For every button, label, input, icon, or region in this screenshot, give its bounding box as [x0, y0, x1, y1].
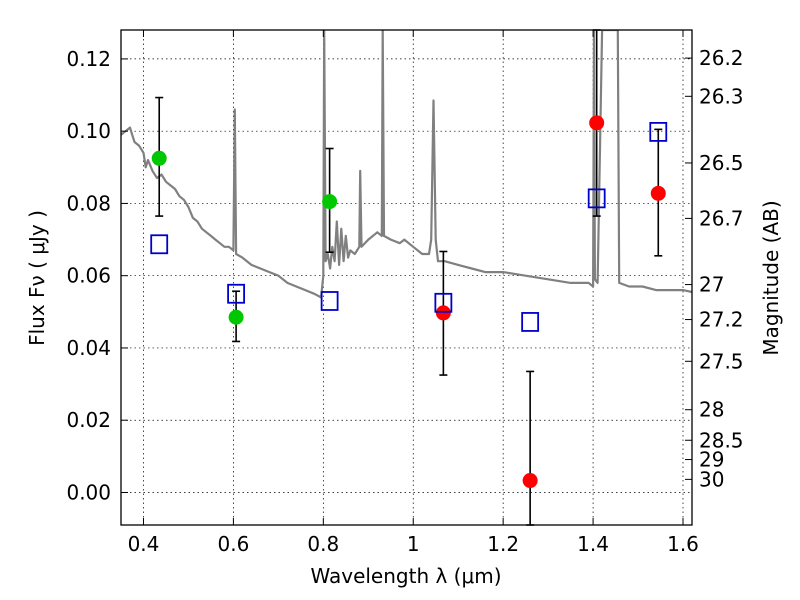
model-flux-square	[649, 121, 668, 142]
y2-axis-label: Magnitude (AB)	[759, 200, 783, 355]
photometry-point	[435, 305, 451, 321]
grid	[121, 30, 692, 525]
mag-tick-label: 27.2	[699, 308, 744, 332]
x-tick-label: 1.2	[487, 532, 519, 556]
x-axis-label: Wavelength λ (μm)	[310, 564, 501, 588]
y-tick-label: 0.04	[66, 336, 111, 360]
photometry-point	[228, 309, 244, 325]
y-tick-label: 0.06	[66, 264, 111, 288]
x-tick-label: 0.6	[217, 532, 249, 556]
errorbar-layer	[155, 29, 663, 526]
photometry-point	[322, 194, 338, 210]
x-tick-label: 0.4	[128, 532, 160, 556]
mag-tick-label: 26.7	[699, 206, 744, 230]
model-flux-square	[320, 291, 339, 311]
model-flux-square	[587, 188, 606, 209]
mag-tick-label: 28.5	[699, 428, 744, 452]
y-tick-label: 0.10	[66, 119, 111, 143]
x-tick-label: 1	[407, 532, 420, 556]
photometry-point	[522, 473, 538, 489]
y-tick-label: 0.00	[66, 480, 111, 504]
mag-tick-label: 26.2	[699, 46, 744, 70]
x-tick-label: 0.8	[307, 532, 339, 556]
mag-tick-label: 27.5	[699, 349, 744, 373]
sed-model-line	[121, 30, 692, 299]
x-tick-label: 1.4	[577, 532, 609, 556]
y-tick-label: 0.02	[66, 408, 111, 432]
marker-layer	[150, 115, 668, 489]
y-tick-label: 0.12	[66, 47, 111, 71]
model-flux-square	[227, 283, 245, 304]
y-tick-label: 0.08	[66, 191, 111, 215]
mag-tick-label: 27	[699, 273, 724, 297]
y-axis-label: Flux Fν ( μJy )	[25, 210, 49, 346]
photometry-point	[151, 150, 167, 166]
model-flux-square	[521, 312, 540, 332]
photometry-point	[650, 185, 666, 201]
photometry-point	[589, 115, 605, 131]
tick-layer: 0.4 0.6 0.8 1 1.2 1.4 1.6 0.00 0.02 0.04 0.06 0.08 0…	[66, 30, 744, 556]
model-flux-square	[434, 292, 453, 313]
plot-frame	[120, 29, 693, 526]
mag-tick-label: 30	[699, 467, 724, 491]
mag-tick-label: 29	[699, 448, 724, 472]
model-flux-square	[150, 234, 169, 255]
sed-curve-layer	[121, 30, 692, 299]
x-tick-label: 1.6	[667, 532, 699, 556]
mag-tick-label: 26.3	[699, 84, 744, 108]
mag-tick-label: 28	[699, 398, 724, 422]
mag-tick-label: 26.5	[699, 151, 744, 175]
